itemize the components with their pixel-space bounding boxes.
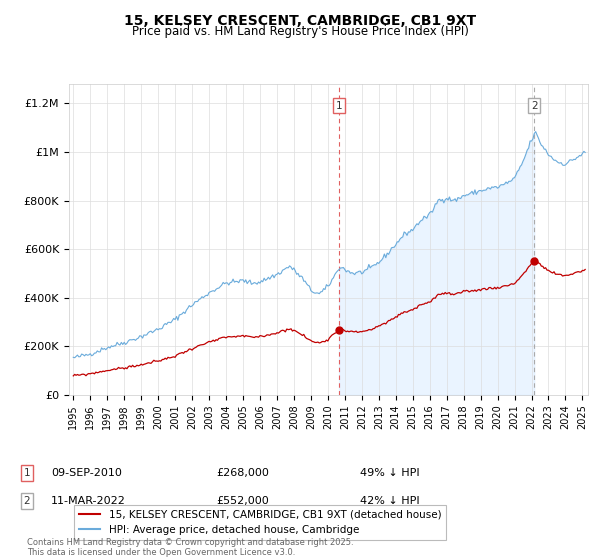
Text: Price paid vs. HM Land Registry's House Price Index (HPI): Price paid vs. HM Land Registry's House … xyxy=(131,25,469,38)
Text: 2: 2 xyxy=(23,496,31,506)
Text: 15, KELSEY CRESCENT, CAMBRIDGE, CB1 9XT: 15, KELSEY CRESCENT, CAMBRIDGE, CB1 9XT xyxy=(124,14,476,28)
Text: Contains HM Land Registry data © Crown copyright and database right 2025.
This d: Contains HM Land Registry data © Crown c… xyxy=(27,538,353,557)
Text: 1: 1 xyxy=(336,101,343,111)
Text: 11-MAR-2022: 11-MAR-2022 xyxy=(51,496,126,506)
Text: 49% ↓ HPI: 49% ↓ HPI xyxy=(360,468,419,478)
Text: £552,000: £552,000 xyxy=(216,496,269,506)
Text: 1: 1 xyxy=(23,468,31,478)
Text: £268,000: £268,000 xyxy=(216,468,269,478)
Text: 2: 2 xyxy=(531,101,538,111)
Legend: 15, KELSEY CRESCENT, CAMBRIDGE, CB1 9XT (detached house), HPI: Average price, de: 15, KELSEY CRESCENT, CAMBRIDGE, CB1 9XT … xyxy=(74,505,446,540)
Text: 42% ↓ HPI: 42% ↓ HPI xyxy=(360,496,419,506)
Text: 09-SEP-2010: 09-SEP-2010 xyxy=(51,468,122,478)
